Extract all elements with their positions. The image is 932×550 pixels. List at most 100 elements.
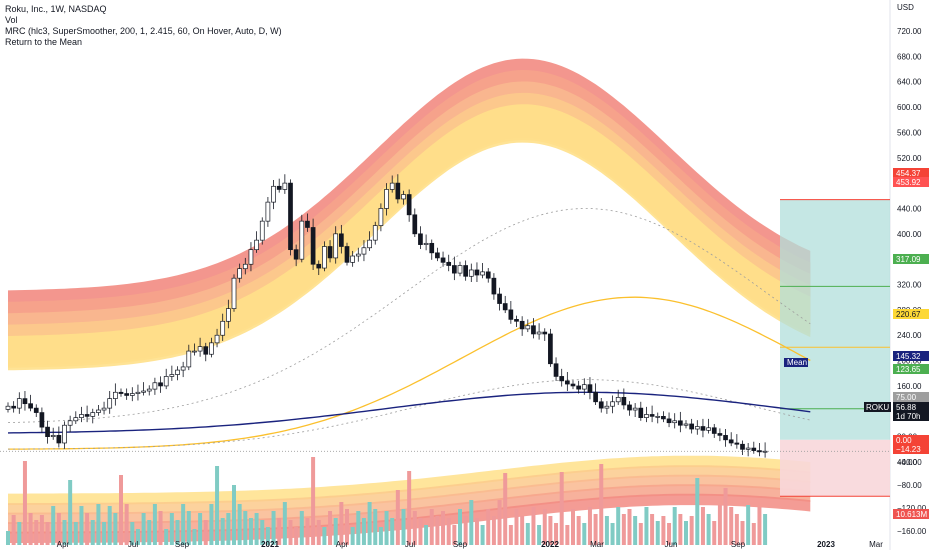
volume-bar xyxy=(633,516,638,545)
candle-body xyxy=(576,385,582,390)
candle-body xyxy=(463,265,468,277)
candle-body xyxy=(265,201,271,222)
mean-line xyxy=(7,391,811,434)
candle-body xyxy=(728,439,734,444)
candle-body xyxy=(440,257,446,263)
mean-tag-bg xyxy=(784,358,808,367)
volume-bar xyxy=(401,509,406,545)
candle-body xyxy=(734,442,740,445)
time-tick-label: Sep xyxy=(453,540,468,549)
price-tag-bg xyxy=(893,254,929,264)
candle-body xyxy=(610,401,615,407)
volume-bar xyxy=(390,518,395,545)
price-tag-label: 220.67 xyxy=(896,310,921,319)
candle-body xyxy=(28,403,33,409)
candle-body xyxy=(293,249,299,260)
volume-bar xyxy=(186,511,191,545)
candle-body xyxy=(706,427,711,431)
volume-bar xyxy=(203,520,208,545)
volume-bar xyxy=(6,531,10,545)
volume-bar xyxy=(621,514,626,545)
price-tag-label: 0.00 xyxy=(896,436,912,445)
volume-bar xyxy=(604,516,609,545)
price-tag-label: −14.23 xyxy=(896,445,921,454)
volume-bar xyxy=(661,516,666,545)
candle-body xyxy=(446,261,452,266)
volume-bar xyxy=(56,513,61,545)
candle-body xyxy=(621,397,627,406)
return-to-mean-label[interactable]: Return to the Mean xyxy=(5,37,83,47)
candle-body xyxy=(197,346,203,352)
volume-bar xyxy=(672,507,677,545)
price-tag-label: 453.92 xyxy=(896,178,921,187)
volume-bar xyxy=(265,527,270,545)
candle-body xyxy=(627,404,632,411)
price-tick-label: 520.00 xyxy=(897,154,922,163)
price-tick-label: 720.00 xyxy=(897,27,922,36)
candle-body xyxy=(327,246,333,259)
volume-indicator-label[interactable]: Vol xyxy=(5,15,18,25)
mrc-upper-band-4 xyxy=(8,104,811,371)
chart-legend: Roku, Inc., 1W, NASDAQ Vol MRC (hlc3, Su… xyxy=(5,4,282,48)
volume-bar xyxy=(571,509,575,545)
candle-body xyxy=(50,435,56,437)
candle-body xyxy=(672,420,678,424)
candle-body xyxy=(39,412,45,428)
volume-bar xyxy=(345,509,349,545)
volume-bar xyxy=(271,511,276,545)
volume-bar xyxy=(491,516,496,545)
symbol-title[interactable]: Roku, Inc., 1W, NASDAQ xyxy=(5,4,107,14)
volume-bar xyxy=(248,518,253,545)
candle-body xyxy=(124,393,130,396)
volume-bar xyxy=(655,521,660,545)
candle-body xyxy=(649,414,655,417)
candle-body xyxy=(717,433,723,436)
candle-body xyxy=(384,189,389,209)
candle-body xyxy=(525,325,531,330)
candle-body xyxy=(644,414,649,418)
candle-body xyxy=(107,398,113,409)
candle-body xyxy=(33,407,39,413)
price-tag-bg xyxy=(893,351,929,361)
volume-bar xyxy=(209,504,214,545)
candle-body xyxy=(316,263,322,269)
candle-body xyxy=(508,309,514,320)
candle-body xyxy=(655,416,661,418)
candle-body xyxy=(423,242,429,245)
volume-bar xyxy=(627,509,632,545)
candle-body xyxy=(152,382,158,390)
volume-bar xyxy=(695,478,700,545)
volume-bar xyxy=(328,511,333,545)
volume-bar xyxy=(232,485,236,545)
candle-body xyxy=(418,233,423,245)
volume-bar xyxy=(322,527,327,545)
volume-bar xyxy=(361,518,366,545)
volume-bar xyxy=(644,507,649,545)
candle-body xyxy=(723,435,728,441)
volume-bar xyxy=(593,514,598,545)
candle-body xyxy=(90,412,96,417)
volume-bar xyxy=(559,472,564,545)
volume-bar xyxy=(102,522,107,545)
mrc-indicator-label[interactable]: MRC (hlc3, SuperSmoother, 200, 1, 2.415,… xyxy=(5,26,282,36)
symbol-tag-label: ROKU xyxy=(866,403,889,412)
candle-body xyxy=(689,423,695,430)
volume-bar xyxy=(305,518,310,545)
volume-bar xyxy=(734,514,739,545)
candle-body xyxy=(226,308,231,322)
candle-body xyxy=(84,414,90,417)
volume-bar xyxy=(514,509,519,545)
volume-bar xyxy=(181,504,186,545)
volume-bar xyxy=(520,516,525,545)
candle-body xyxy=(62,424,67,444)
time-tick-label: 2022 xyxy=(541,540,559,549)
candle-body xyxy=(435,252,440,259)
candle-body xyxy=(322,246,327,269)
candle-body xyxy=(242,263,248,270)
candle-body xyxy=(502,303,508,311)
candle-body xyxy=(457,265,463,274)
candle-body xyxy=(231,277,237,309)
candle-body xyxy=(180,366,186,371)
volume-bar xyxy=(565,525,570,545)
